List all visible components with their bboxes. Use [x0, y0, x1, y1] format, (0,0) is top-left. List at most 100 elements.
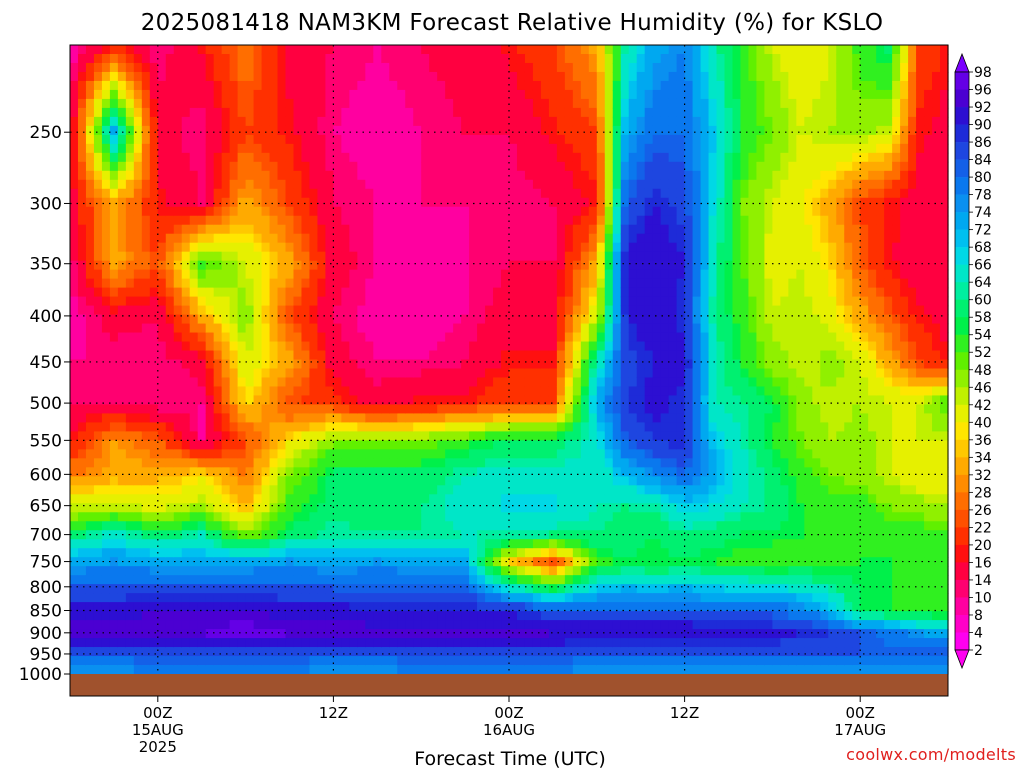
rh-cell: [253, 656, 263, 666]
rh-cell: [125, 512, 135, 522]
rh-cell: [333, 323, 342, 334]
rh-cell: [245, 107, 255, 118]
rh-cell: [604, 350, 614, 361]
rh-cell: [461, 305, 470, 316]
rh-cell: [301, 359, 311, 370]
rh-cell: [269, 575, 279, 585]
rh-cell: [221, 152, 231, 163]
rh-cell: [596, 449, 606, 459]
rh-cell: [277, 89, 287, 100]
rh-cell: [612, 224, 622, 235]
rh-cell: [397, 170, 406, 181]
rh-cell: [93, 377, 103, 388]
rh-cell: [285, 233, 295, 244]
rh-cell: [149, 467, 159, 477]
rh-cell: [229, 494, 239, 504]
rh-cell: [532, 575, 542, 585]
rh-cell: [509, 350, 518, 361]
rh-cell: [325, 341, 334, 352]
rh-cell: [197, 224, 207, 235]
rh-cell: [596, 440, 606, 450]
rh-cell: [221, 359, 231, 370]
rh-cell: [516, 458, 526, 468]
rh-cell: [221, 233, 231, 244]
rh-cell: [620, 557, 630, 567]
rh-cell: [564, 45, 574, 55]
rh-cell: [509, 116, 518, 127]
rh-cell: [381, 656, 390, 666]
rh-cell: [285, 71, 295, 82]
rh-cell: [125, 647, 135, 657]
rh-cell: [117, 107, 127, 118]
rh-cell: [485, 287, 494, 298]
rh-cell: [221, 350, 231, 361]
rh-cell: [413, 404, 422, 415]
rh-cell: [524, 152, 534, 163]
rh-cell: [253, 494, 263, 504]
rh-cell: [173, 476, 183, 486]
rh-cell: [157, 386, 167, 397]
rh-cell: [141, 170, 151, 181]
rh-cell: [389, 521, 398, 531]
rh-cell: [221, 134, 231, 145]
rh-cell: [141, 260, 151, 271]
rh-cell: [141, 71, 151, 82]
rh-cell: [485, 197, 494, 208]
rh-cell: [437, 440, 446, 450]
rh-cell: [253, 611, 263, 621]
rh-cell: [277, 251, 287, 262]
rh-cell: [125, 368, 135, 379]
rh-cell: [516, 323, 526, 334]
rh-cell: [205, 170, 215, 181]
rh-cell: [556, 251, 566, 262]
rh-cell: [141, 62, 151, 73]
rh-cell: [205, 278, 215, 289]
rh-cell: [580, 305, 590, 316]
rh-cell: [493, 224, 502, 235]
rh-cell: [397, 260, 406, 271]
rh-cell: [285, 584, 295, 594]
rh-cell: [333, 332, 342, 343]
rh-cell: [540, 503, 550, 513]
rh-cell: [157, 179, 167, 190]
rh-cell: [445, 593, 454, 603]
rh-cell: [237, 152, 247, 163]
rh-cell: [453, 539, 462, 549]
rh-cell: [572, 45, 582, 55]
rh-cell: [317, 620, 327, 630]
rh-cell: [469, 602, 478, 612]
rh-cell: [373, 422, 382, 432]
rh-cell: [189, 539, 199, 549]
rh-cell: [628, 404, 638, 415]
rh-cell: [93, 368, 103, 379]
rh-cell: [572, 179, 582, 190]
rh-cell: [620, 368, 630, 379]
rh-cell: [580, 242, 590, 253]
rh-cell: [237, 575, 247, 585]
rh-cell: [532, 584, 542, 594]
rh-cell: [309, 89, 319, 100]
rh-cell: [277, 575, 287, 585]
rh-cell: [333, 656, 342, 666]
rh-cell: [373, 629, 382, 639]
rh-cell: [548, 251, 558, 262]
rh-cell: [532, 665, 542, 675]
rh-cell: [580, 188, 590, 199]
rh-cell: [269, 350, 279, 361]
rh-cell: [540, 332, 550, 343]
rh-cell: [277, 404, 287, 415]
rh-cell: [405, 431, 414, 441]
rh-cell: [381, 233, 390, 244]
rh-cell: [580, 278, 590, 289]
rh-cell: [389, 449, 398, 459]
rh-cell: [493, 557, 502, 567]
rh-cell: [141, 602, 151, 612]
rh-cell: [349, 224, 358, 235]
rh-cell: [604, 566, 614, 576]
rh-cell: [85, 197, 95, 208]
rh-cell: [221, 71, 231, 82]
rh-cell: [133, 134, 143, 145]
rh-cell: [509, 134, 518, 145]
rh-cell: [101, 89, 111, 100]
rh-cell: [564, 485, 574, 495]
